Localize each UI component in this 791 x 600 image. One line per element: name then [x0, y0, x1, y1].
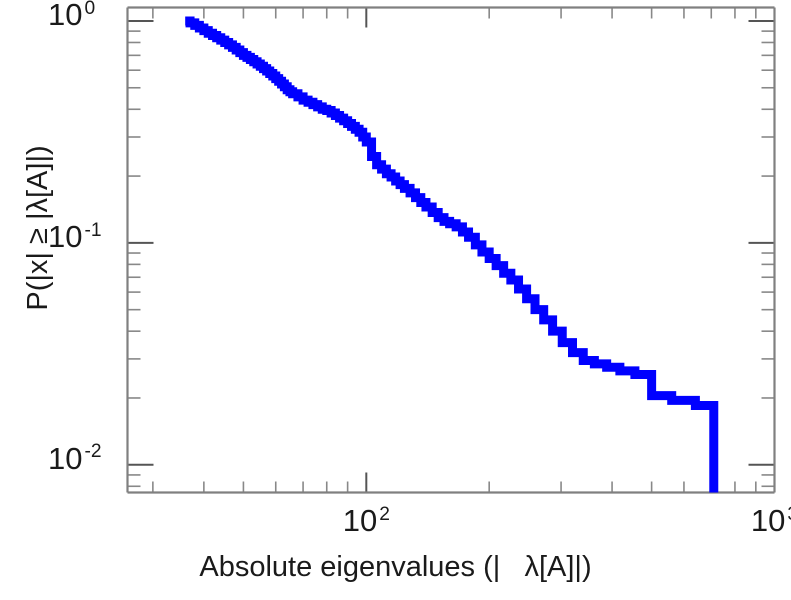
- y-axis-tick-label: 10 0: [48, 0, 96, 32]
- y-axis-title-container: P(|x| ≥ |λ[A]|): [22, 28, 68, 428]
- x-axis-tick-label: 103: [750, 503, 791, 538]
- x-axis-tick-label: 10 2: [342, 503, 390, 538]
- y-axis-tick-label: 10 -2: [48, 440, 102, 476]
- axis-frame: [126, 6, 776, 494]
- major-tick-marks: [127, 7, 776, 493]
- minor-tick-marks: [127, 7, 775, 493]
- y-axis-tick-label: 10 -1: [48, 218, 102, 254]
- data-series-group: [185, 16, 719, 493]
- x-axis-title: Absolute eigenvalues (| λ[A]|): [199, 551, 592, 583]
- data-series-line: [185, 16, 719, 493]
- y-axis-title: P(|x| ≥ |λ[A]|): [22, 145, 54, 311]
